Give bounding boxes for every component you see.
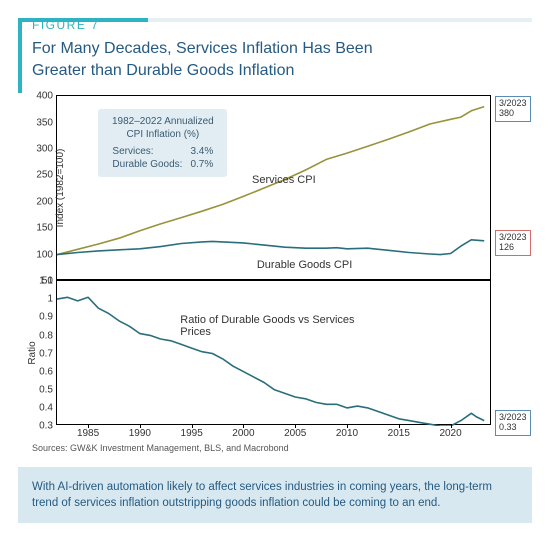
annualized-info-box: 1982–2022 Annualized CPI Inflation (%) Se… bbox=[98, 109, 227, 177]
series-label-durable: Durable Goods CPI bbox=[257, 259, 352, 271]
y-tick-label: 0.3 bbox=[39, 421, 53, 432]
callout-durable: 3/2023126 bbox=[495, 230, 531, 256]
chart-svg-bottom bbox=[57, 281, 492, 426]
y-tick-label: 1.1 bbox=[39, 276, 53, 287]
infobox-row1-label: Durable Goods: bbox=[108, 158, 186, 171]
side-accent bbox=[18, 18, 22, 93]
y-tick-label: 400 bbox=[36, 91, 53, 102]
infobox-row1-value: 0.7% bbox=[186, 158, 217, 171]
chart-area: Index (1982=100) 1982–2022 AnnualizedCPI… bbox=[56, 95, 491, 425]
y-tick-label: 300 bbox=[36, 144, 53, 155]
x-tick-label: 1985 bbox=[77, 428, 99, 439]
infobox-row0-label: Services: bbox=[108, 145, 186, 158]
y-axis-label-bottom: Ratio bbox=[27, 341, 38, 364]
infobox-line1: 1982–2022 Annualized bbox=[112, 116, 214, 127]
y-tick-label: 0.6 bbox=[39, 366, 53, 377]
y-tick-label: 0.8 bbox=[39, 330, 53, 341]
sources-text: Sources: GW&K Investment Management, BLS… bbox=[32, 443, 532, 453]
y-tick-label: 0.9 bbox=[39, 312, 53, 323]
infobox-row0-value: 3.4% bbox=[186, 145, 217, 158]
series-label-ratio: Ratio of Durable Goods vs Services Price… bbox=[180, 314, 387, 338]
y-tick-label: 250 bbox=[36, 170, 53, 181]
top-accent bbox=[18, 18, 148, 22]
y-tick-label: 0.4 bbox=[39, 403, 53, 414]
x-tick-label: 2015 bbox=[388, 428, 410, 439]
series-label-services: Services CPI bbox=[252, 174, 316, 186]
y-tick-label: 150 bbox=[36, 223, 53, 234]
y-tick-label: 0.5 bbox=[39, 384, 53, 395]
callout-ratio: 3/20230.33 bbox=[495, 410, 531, 436]
x-tick-label: 2000 bbox=[232, 428, 254, 439]
y-tick-label: 350 bbox=[36, 117, 53, 128]
y-tick-label: 1 bbox=[47, 294, 53, 305]
infobox-line2: CPI Inflation (%) bbox=[126, 129, 199, 140]
x-tick-label: 2020 bbox=[439, 428, 461, 439]
x-tick-label: 2010 bbox=[336, 428, 358, 439]
y-tick-label: 200 bbox=[36, 196, 53, 207]
footnote-text: With AI-driven automation likely to affe… bbox=[18, 467, 532, 523]
panel-bottom: Ratio 0.30.40.50.60.70.80.911.1198519901… bbox=[56, 280, 491, 425]
x-tick-label: 1990 bbox=[129, 428, 151, 439]
figure-card: FIGURE 7 For Many Decades, Services Infl… bbox=[0, 18, 550, 555]
panel-top: Index (1982=100) 1982–2022 AnnualizedCPI… bbox=[56, 95, 491, 280]
y-tick-label: 0.7 bbox=[39, 348, 53, 359]
x-tick-label: 2005 bbox=[284, 428, 306, 439]
y-tick-label: 100 bbox=[36, 249, 53, 260]
callout-services: 3/2023380 bbox=[495, 96, 531, 122]
x-tick-label: 1995 bbox=[181, 428, 203, 439]
figure-title: For Many Decades, Services Inflation Has… bbox=[32, 38, 412, 81]
